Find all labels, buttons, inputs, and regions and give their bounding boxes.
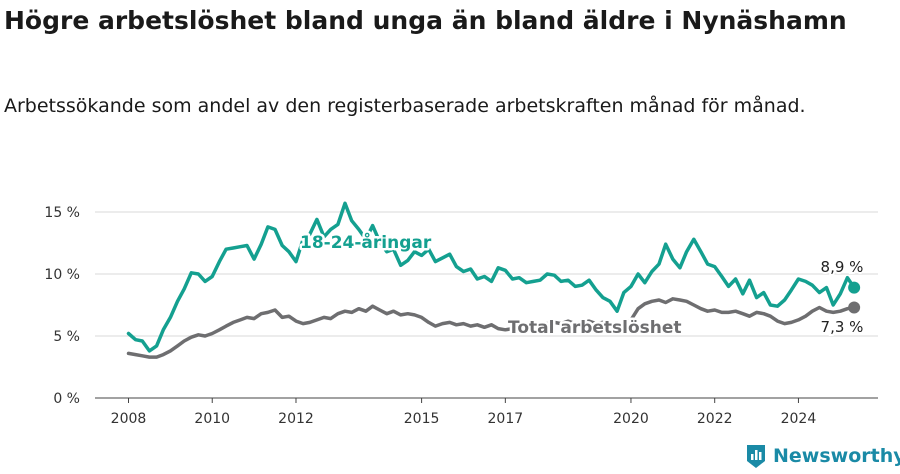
series-label-youth: 18-24-åringar [300,231,432,253]
x-tick-label: 2022 [697,411,733,427]
newsworthy-logo-icon [747,445,765,468]
y-tick-label: 15 % [44,205,80,221]
end-label-youth: 8,9 % [821,258,864,276]
y-tick-label: 5 % [53,329,80,345]
end-label-total: 7,3 % [821,318,864,336]
chart-title: Högre arbetslöshet bland unga än bland ä… [4,6,847,35]
x-tick-label: 2008 [111,411,147,427]
axis-layer: 0 % 5 % 10 % 15 % 2008 2010 2012 2015 2017 2020 20… [44,205,816,427]
brand-name: Newsworthy [773,445,900,467]
series-line-total [126,297,856,359]
series-label-total: Total arbetslöshet [508,318,682,338]
x-tick-label: 2015 [404,411,440,427]
x-tick-label: 2020 [613,411,649,427]
y-tick-label: 0 % [53,391,80,407]
label-layer: 18-24-åringar Total arbetslöshet 8,9 % 7,3 … [298,229,866,341]
series-layer [126,201,861,359]
brand-logo: Newsworthy [745,442,900,470]
x-tick-label: 2010 [194,411,230,427]
series-line-youth [126,201,856,353]
y-tick-label: 10 % [44,267,80,283]
x-tick-label: 2012 [278,411,314,427]
grid-layer [95,211,878,399]
series-end-point [848,301,861,314]
x-tick-label: 2017 [488,411,524,427]
series-end-point [848,281,861,294]
x-tick-label: 2024 [781,411,817,427]
chart-subtitle: Arbetssökande som andel av den registerb… [4,95,806,117]
